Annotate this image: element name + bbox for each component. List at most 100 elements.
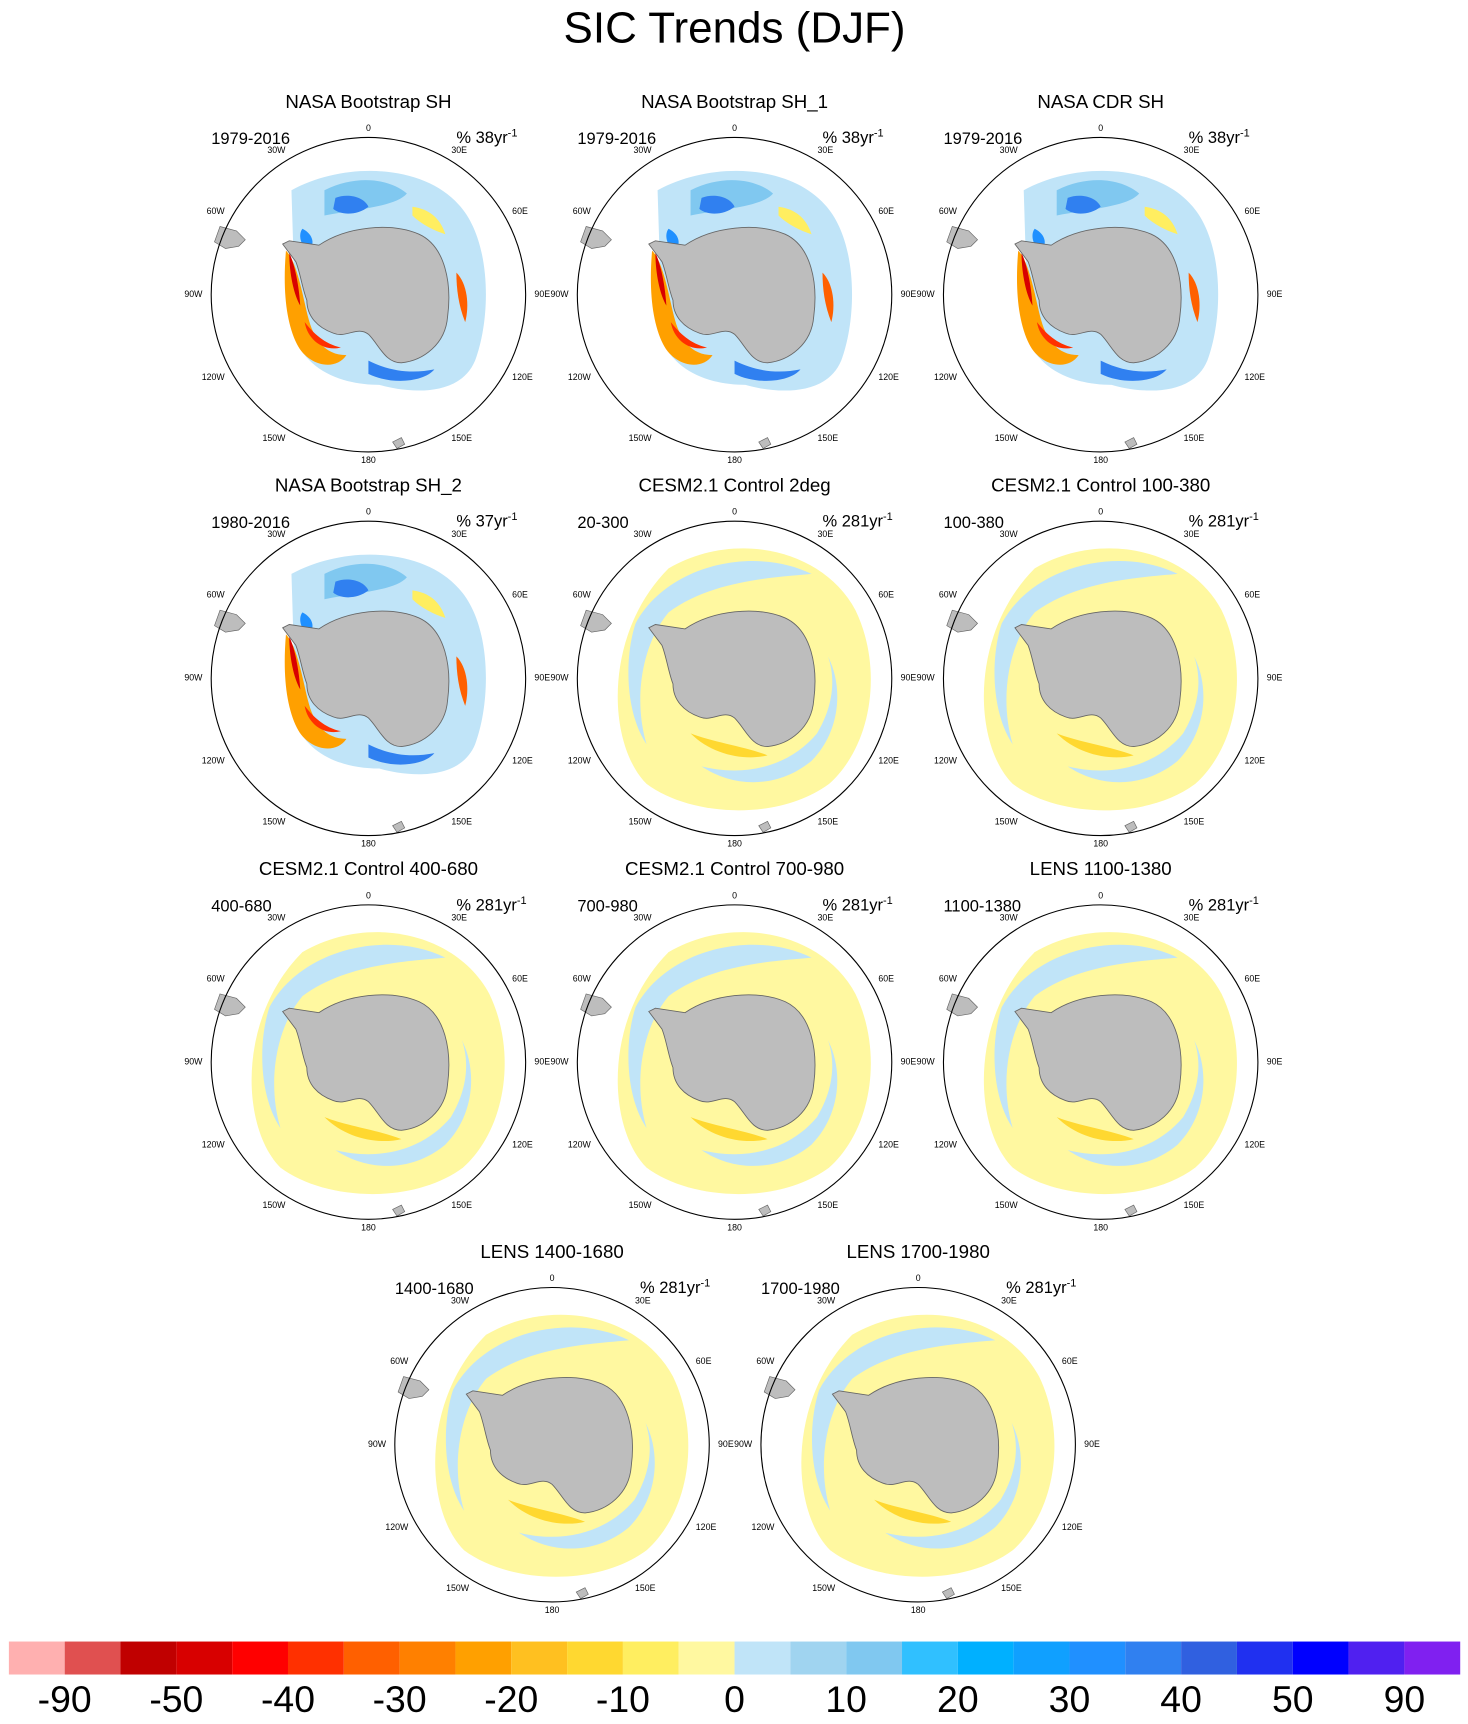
units-exponent: -1 [874,127,884,139]
lon-label: 120E [878,372,899,382]
lon-label: 180 [361,455,376,465]
lon-label: 180 [727,455,742,465]
lon-label: 90W [368,1439,387,1449]
lon-label: 30W [451,1295,470,1305]
lon-label: 90E [1267,289,1283,299]
units-text: % 38yr [1189,129,1241,147]
units-text: % 281yr [823,896,884,914]
colorbar-box [567,1641,623,1675]
island [1124,1204,1138,1217]
lon-label: 120W [385,1522,409,1532]
lon-label: 150W [262,433,286,443]
lon-label: 0 [1098,890,1103,900]
lon-label: 0 [732,890,737,900]
lon-label: 120E [512,372,533,382]
lon-label: 30W [267,913,286,923]
lon-label: 150W [995,816,1019,826]
lon-label: 150E [1184,433,1205,443]
lon-label: 60E [1244,590,1260,600]
colorbar-label: -50 [149,1678,203,1720]
colorbar-label: 50 [1272,1678,1314,1720]
lon-label: 120E [512,756,533,766]
map-boundary [210,136,527,453]
panel-title: NASA CDR SH [1037,91,1164,112]
lon-label: 60W [207,973,226,983]
lon-label: 60E [878,973,894,983]
map-panel: LENS 1400-1680 1400-1680 % 281yr-1 0 30E 60E 9… [368,1241,734,1615]
lon-label: 90E [1267,1056,1283,1066]
panel-units: % 38yr-1 [1189,127,1250,147]
lon-label: 180 [727,839,742,849]
lon-label: 120W [202,372,226,382]
lon-label: 90E [901,1056,917,1066]
lon-label: 180 [911,1605,926,1615]
lon-label: 120E [878,1139,899,1149]
lon-label: 0 [732,123,737,133]
panel-units: % 281yr-1 [1189,511,1259,531]
lon-label: 0 [550,1273,555,1283]
lon-label: 60W [390,1356,409,1366]
colorbar-box [455,1641,512,1675]
island [758,437,772,449]
figure-title: SIC Trends (DJF) [564,3,906,52]
lon-label: 120E [1244,372,1265,382]
panel-title: NASA Bootstrap SH [285,91,451,112]
panel-title: LENS 1700-1980 [846,1241,989,1262]
lon-label: 30W [633,529,652,539]
lon-label: 60W [207,206,226,216]
lon-label: 120W [202,1139,226,1149]
lon-label: 90E [901,289,917,299]
lon-label: 180 [1093,1222,1108,1232]
lon-label: 150E [635,1583,656,1593]
lon-label: 60E [1244,206,1260,216]
lon-label: 60W [207,590,226,600]
units-text: % 281yr [456,896,517,914]
panel-period: 20-300 [577,514,628,532]
colorbar-label: 40 [1160,1678,1202,1720]
colorbar-label: -90 [38,1678,92,1720]
lon-label: 120W [568,372,592,382]
units-text: % 281yr [1189,513,1250,531]
colorbar-box [846,1641,903,1675]
map-boundary [576,520,893,837]
units-exponent: -1 [517,895,527,907]
lon-label: 30W [633,145,652,155]
lon-label: 150W [812,1583,836,1593]
lon-label: 30W [633,913,652,923]
lon-label: 30E [451,529,467,539]
lon-label: 60E [512,590,528,600]
colorbar-label: -40 [261,1678,315,1720]
lon-label: 30E [1184,145,1200,155]
island [392,820,406,833]
lon-label: 150W [446,1583,470,1593]
lon-label: 30E [818,145,834,155]
colorbar-box [678,1641,735,1675]
lon-label: 30E [818,529,834,539]
lon-label: 150E [818,1200,839,1210]
lon-label: 150E [818,433,839,443]
colorbar-label: -20 [484,1678,538,1720]
colorbar-box [8,1641,65,1675]
lon-label: 150W [629,816,653,826]
panel-title: CESM2.1 Control 100-380 [991,474,1210,495]
lon-label: 30E [635,1295,651,1305]
colorbar-box [176,1641,233,1675]
colorbar-box [790,1641,847,1675]
units-exponent: -1 [883,895,893,907]
lon-label: 90W [184,1056,203,1066]
lon-label: 0 [366,890,371,900]
panel-period: 1979-2016 [211,130,290,148]
lon-label: 30W [1000,913,1019,923]
colorbar-box [511,1641,568,1675]
lon-label: 180 [1093,455,1108,465]
lon-label: 90W [184,673,203,683]
lon-label: 150W [629,1200,653,1210]
colorbar-box [64,1641,121,1675]
map-panel: LENS 1100-1380 1100-1380 % 281yr-1 0 30E 60E 9… [917,858,1283,1232]
lon-label: 150E [451,816,472,826]
lon-label: 90E [534,289,550,299]
panel-period: 100-380 [943,514,1004,532]
lon-label: 90W [550,1056,569,1066]
lon-label: 150W [262,816,286,826]
lon-label: 90W [734,1439,753,1449]
